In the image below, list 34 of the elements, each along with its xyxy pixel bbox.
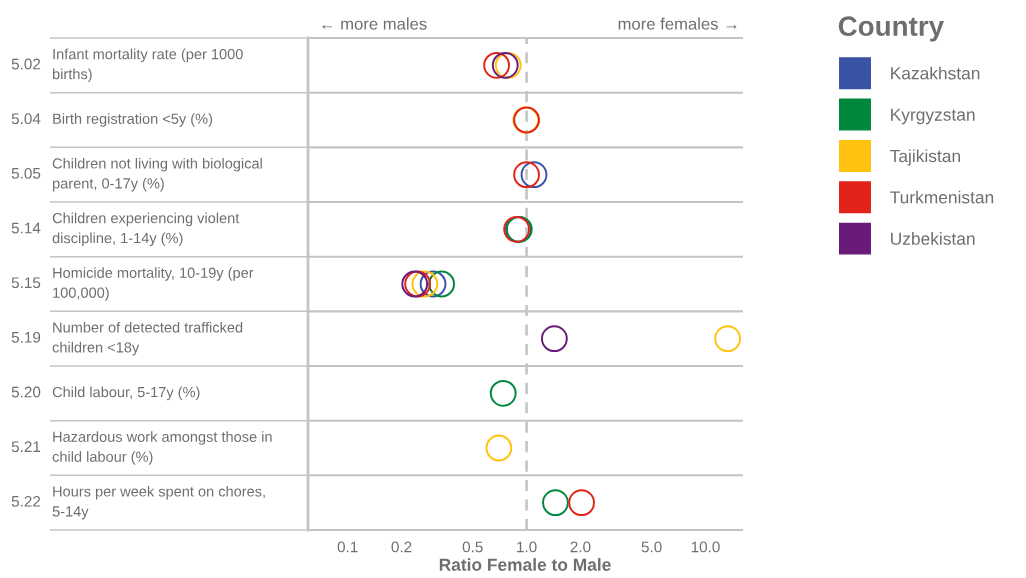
legend-title: Country: [838, 16, 944, 42]
legend-label: Kazakhstan: [891, 66, 980, 80]
y2-tick-label: 5.21: [11, 441, 41, 453]
x-axis-title: Ratio Female to Male: [439, 558, 611, 571]
legend-label: Tajikistan: [890, 149, 960, 166]
y-tick-label: Homicide mortality, 10-19y (per 100,000): [53, 267, 254, 301]
y2-tick-label: 5.02: [11, 58, 41, 70]
y-tick-label: Children not living with biological parent, 0-17y (%): [52, 157, 262, 192]
y2-tick-label: 5.19: [11, 331, 41, 343]
text: more females →: [618, 17, 737, 30]
y2-tick-label: 5.22: [11, 495, 41, 507]
text: ← more males: [322, 17, 427, 30]
x-tick-label: 2.0: [570, 541, 591, 553]
y-tick-label: Hazardous work amongst those in child labour (%): [52, 431, 272, 465]
y2-tick-label: 5.14: [11, 222, 41, 234]
x-tick-label: 5.0: [641, 541, 662, 553]
y-tick-label: Infant mortality rate (per 1000 births): [53, 48, 243, 83]
y-tick-label: Number of detected trafficked children <18y: [52, 321, 243, 356]
x-tick-label: 0.2: [391, 541, 412, 553]
x-tick-label: 0.5: [462, 541, 483, 553]
x-tick-label: 10.0: [691, 541, 720, 553]
y-tick-label: Birth registration <5y (%): [53, 113, 213, 127]
y2-tick-label: 5.04: [11, 113, 41, 125]
y-tick-label: Children experiencing violent discipline, 1-14y (%): [52, 212, 240, 247]
y-tick-label: Hours per week spent on chores, 5-14y: [52, 485, 265, 520]
y2-tick-label: 5.20: [11, 386, 41, 398]
legend-label: Turkmenistan: [890, 190, 994, 204]
x-tick-label: 0.1: [337, 541, 358, 553]
y-tick-label: Child labour, 5-17y (%): [52, 386, 200, 401]
y2-tick-label: 5.05: [11, 167, 41, 179]
y2-tick-label: 5.15: [11, 277, 41, 289]
legend-label: Kyrgyzstan: [891, 108, 975, 125]
x-tick-label: 1.0: [517, 541, 537, 553]
legend-label: Uzbekistan: [891, 232, 975, 245]
